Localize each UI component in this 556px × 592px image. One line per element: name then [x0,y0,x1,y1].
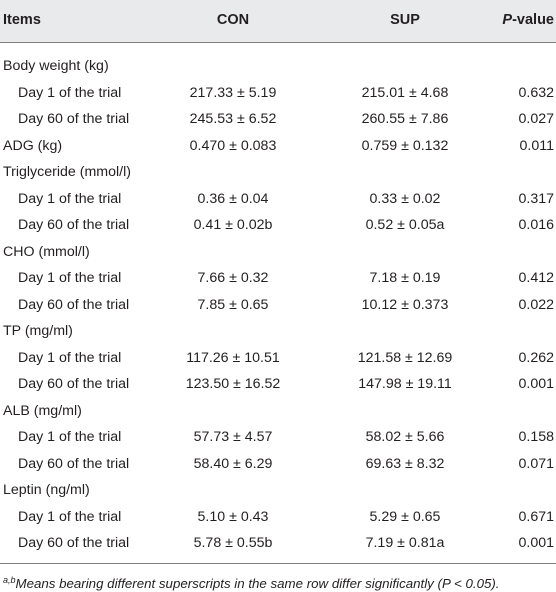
table-row: Day 60 of the trial 123.50 ± 16.52 147.98 … [0,371,556,397]
table-row: Day 60 of the trial 58.40 ± 6.29 69.63 ± 8… [0,451,556,477]
table-row: Day 1 of the trial 0.36 ± 0.04 0.33 ± 0.02… [0,186,556,212]
row-label: Day 60 of the trial [18,376,130,392]
header-sup: SUP [390,12,420,28]
header-p-value: P-value [470,12,554,28]
table-row: Day 1 of the trial 5.10 ± 0.43 5.29 ± 0.65… [0,504,556,530]
header-p-rest: -value [512,12,554,28]
p-value: 0.071 [518,455,554,472]
row-label: Leptin (ng/ml) [3,482,90,498]
con-value: 5.78 ± 0.55b [193,535,273,551]
p-value: 0.022 [518,296,554,313]
con-value: 123.50 ± 16.52 [185,376,281,392]
sup-value: 215.01 ± 4.68 [361,84,449,101]
sup-value: 5.29 ± 0.65 [369,508,441,525]
con-value: 5.10 ± 0.43 [197,508,269,525]
table-row: Day 1 of the trial 117.26 ± 10.51 121.58 ±… [0,345,556,371]
con-value: 117.26 ± 10.51 [186,349,280,366]
row-label: Day 1 of the trial [18,270,122,286]
p-value: 0.671 [518,508,554,525]
p-value: 0.016 [518,217,554,233]
p-value: 0.317 [518,190,554,207]
footnote: a,bMeans bearing different superscripts … [3,575,499,591]
table-row: Leptin (ng/ml) [0,477,556,503]
sup-value: 121.58 ± 12.69 [357,349,453,366]
table-row: Body weight (kg) [0,53,556,79]
table-row: ALB (mg/ml) [0,398,556,424]
table-row: ADG (kg) 0.470 ± 0.083 0.759 ± 0.132 0.011 [0,133,556,159]
con-value: 245.53 ± 6.52 [189,111,277,127]
con-value: 57.73 ± 4.57 [193,429,273,445]
row-label: Day 1 of the trial [18,349,122,366]
table-row: Day 1 of the trial 217.33 ± 5.19 215.01 ± … [0,80,556,106]
row-label: ALB (mg/ml) [3,402,82,419]
sup-value: 58.02 ± 5.66 [365,429,445,445]
row-label: Day 1 of the trial [18,508,122,525]
table-row: Day 1 of the trial 57.73 ± 4.57 58.02 ± 5.… [0,424,556,450]
con-value: 217.33 ± 5.19 [189,84,277,101]
table-row: Day 60 of the trial 245.53 ± 6.52 260.55 ±… [0,106,556,132]
con-value: 58.40 ± 6.29 [193,455,273,472]
footnote-text: Means bearing different superscripts in … [15,576,500,591]
row-label: Day 60 of the trial [18,535,130,551]
con-value: 7.66 ± 0.32 [197,270,269,286]
p-value: 0.632 [518,84,554,101]
table-row: Day 60 of the trial 7.85 ± 0.65 10.12 ± 0.… [0,292,556,318]
sup-value: 7.19 ± 0.81a [365,535,445,551]
row-label: Day 1 of the trial [18,84,122,101]
p-value: 0.412 [518,270,554,286]
con-value: 0.470 ± 0.083 [189,137,277,154]
p-value: 0.158 [518,429,554,445]
row-label: Triglyceride (mmol/l) [3,164,131,180]
p-value: 0.011 [519,137,554,154]
row-label: Day 1 of the trial [18,190,122,207]
sup-value: 147.98 ± 19.11 [358,376,452,392]
header-rule [0,42,556,43]
sup-value: 260.55 ± 7.86 [361,111,449,127]
row-label: Day 60 of the trial [18,455,130,472]
con-value: 0.41 ± 0.02b [193,217,273,233]
sup-value: 0.759 ± 0.132 [361,137,449,154]
row-label: Day 60 of the trial [18,296,130,313]
row-label: Day 60 of the trial [18,111,130,127]
table-row: Day 1 of the trial 7.66 ± 0.32 7.18 ± 0.19… [0,265,556,291]
p-value: 0.027 [518,111,554,127]
table-header-row: Items CON SUP P-value [0,0,556,42]
row-label: Day 1 of the trial [18,429,122,445]
p-value: 0.262 [518,349,554,366]
row-label: Day 60 of the trial [18,217,130,233]
header-items: Items [3,12,41,28]
header-con: CON [216,12,250,28]
row-label: TP (mg/ml) [3,323,73,339]
row-label: Body weight (kg) [3,58,109,74]
sup-value: 10.12 ± 0.373 [361,296,449,313]
p-value: 0.001 [518,535,554,551]
con-value: 0.36 ± 0.04 [197,190,269,207]
row-label: ADG (kg) [3,137,63,154]
table-row: Day 60 of the trial 0.41 ± 0.02b 0.52 ± 0.… [0,212,556,238]
bottom-rule [0,563,556,564]
con-value: 7.85 ± 0.65 [197,296,269,313]
footnote-superscript: a,b [3,575,16,585]
sup-value: 0.52 ± 0.05a [365,217,445,233]
table-row: Triglyceride (mmol/l) [0,159,556,185]
p-value: 0.001 [518,376,554,392]
sup-value: 0.33 ± 0.02 [369,190,441,207]
table-row: TP (mg/ml) [0,318,556,344]
row-label: CHO (mmol/l) [3,243,90,260]
table-row: Day 60 of the trial 5.78 ± 0.55b 7.19 ± 0.… [0,530,556,556]
sup-value: 7.18 ± 0.19 [369,270,441,286]
table-row: CHO (mmol/l) [0,239,556,265]
sup-value: 69.63 ± 8.32 [365,455,445,472]
header-p-italic: P [502,12,513,28]
